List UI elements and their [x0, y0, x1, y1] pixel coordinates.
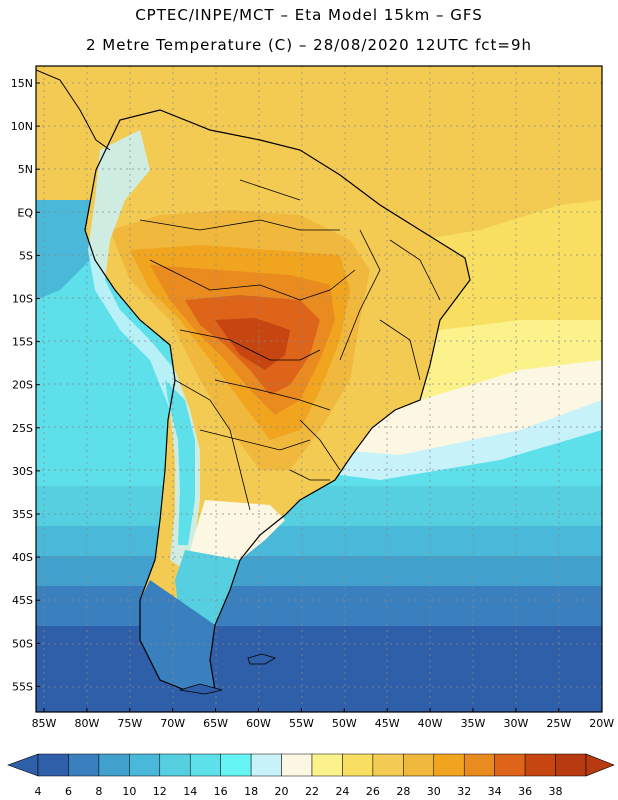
legend-swatch: [372, 753, 404, 777]
legend-swatch: [37, 753, 69, 777]
lon-label: 25W: [546, 717, 571, 730]
lon-label: 30W: [503, 717, 528, 730]
lon-label: 80W: [74, 717, 99, 730]
lat-label: 15S: [12, 336, 33, 349]
lon-label: 20W: [589, 717, 614, 730]
legend-label: 10: [122, 785, 136, 798]
lat-label: 35S: [12, 508, 33, 521]
coastline: [84, 109, 471, 691]
lon-label: 35W: [461, 717, 486, 730]
lat-label: 20S: [12, 379, 33, 392]
legend-swatch: [68, 753, 100, 777]
legend-label: 32: [457, 785, 471, 798]
map-frame: [35, 65, 603, 713]
legend-label: 36: [518, 785, 532, 798]
legend-label: 20: [275, 785, 289, 798]
color-scale-legend: 4 6 8 10 12 14 16 18 20 22 24 26 28 30 32 34 36 38: [7, 753, 615, 798]
legend-swatch: [311, 753, 343, 777]
legend-label: 12: [153, 785, 167, 798]
legend-label: 24: [335, 785, 349, 798]
longitude-labels: 85W 80W 75W 70W 65W 60W 55W 50W 45W 40W 35W 30W 25W 2…: [32, 708, 614, 730]
legend-label: 22: [305, 785, 319, 798]
legend-swatch: [159, 753, 191, 777]
map-field: [36, 66, 602, 712]
lat-label: 5S: [19, 249, 33, 262]
tierra-del-fuego: [179, 683, 223, 695]
legend-swatch: [403, 753, 435, 777]
lon-label: 85W: [32, 717, 57, 730]
legend-swatch: [494, 753, 526, 777]
legend-label: 4: [35, 785, 42, 798]
lat-label: 40S: [12, 551, 33, 564]
lat-label: 5N: [18, 163, 33, 176]
lat-label: 15N: [11, 77, 33, 90]
caribbean-west: [36, 66, 80, 160]
patagonia-8: [140, 580, 215, 690]
legend-swatch: [250, 753, 282, 777]
legend-arrow-high: [585, 753, 615, 777]
legend-arrow-low: [7, 753, 39, 777]
lon-label: 40W: [418, 717, 443, 730]
lon-label: 60W: [246, 717, 271, 730]
lon-label: 50W: [332, 717, 357, 730]
legend-label: 16: [214, 785, 228, 798]
map-title-line-1: CPTEC/INPE/MCT – Eta Model 15km – GFS: [135, 6, 483, 24]
legend-label: 18: [244, 785, 258, 798]
lat-label: 10N: [11, 120, 33, 133]
map-title-line-2: 2 Metre Temperature (C) – 28/08/2020 12U…: [85, 36, 533, 54]
legend-swatch: [555, 753, 587, 777]
lat-label: 50S: [12, 637, 33, 650]
lat-label: EQ: [17, 206, 33, 219]
andes-cold: [165, 380, 195, 545]
legend-label: 8: [95, 785, 102, 798]
legend-swatch: [342, 753, 374, 777]
country-borders: [139, 179, 441, 511]
lon-label: 70W: [160, 717, 185, 730]
legend-swatch: [220, 753, 252, 777]
legend-swatch: [463, 753, 495, 777]
lat-label: 55S: [12, 680, 33, 693]
legend-label: 14: [183, 785, 197, 798]
lon-label: 55W: [289, 717, 314, 730]
legend-swatch: [281, 753, 313, 777]
legend-label: 6: [65, 785, 72, 798]
graticule: [36, 66, 602, 712]
lon-label: 65W: [203, 717, 228, 730]
andes-cool: [88, 130, 200, 570]
legend-swatch: [524, 753, 556, 777]
lon-label: 75W: [117, 717, 142, 730]
latitude-labels: 15N 10N 5N EQ 5S 10S 15S 20S 25S 30S 35S 40S 45S 50S 5…: [11, 77, 40, 693]
lat-label: 45S: [12, 594, 33, 607]
lat-label: 25S: [12, 422, 33, 435]
legend-swatch: [189, 753, 221, 777]
legend-label: 26: [366, 785, 380, 798]
falkland-islands: [247, 653, 276, 665]
cone-20: [190, 500, 285, 565]
legend-label: 34: [488, 785, 502, 798]
legend-label: 30: [427, 785, 441, 798]
lon-label: 45W: [375, 717, 400, 730]
legend-label: 28: [396, 785, 410, 798]
legend-label: 38: [549, 785, 563, 798]
heat-36: [215, 318, 290, 370]
central-america-coast: [36, 69, 111, 151]
legend-swatch: [433, 753, 465, 777]
lat-label: 10S: [12, 293, 33, 306]
lat-label: 30S: [12, 465, 33, 478]
legend-swatch: [129, 753, 161, 777]
legend-swatch: [98, 753, 130, 777]
